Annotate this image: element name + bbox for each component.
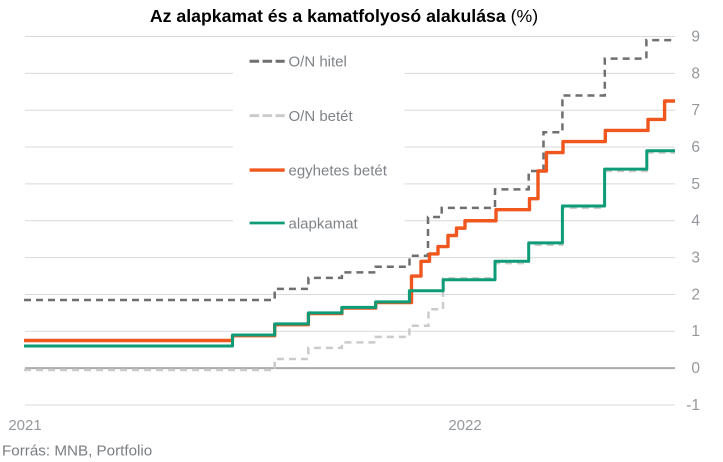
svg-text:8: 8	[691, 65, 700, 82]
svg-text:egyhetes betét: egyhetes betét	[289, 163, 388, 180]
svg-text:2021: 2021	[8, 417, 41, 434]
svg-text:9: 9	[691, 28, 700, 45]
svg-text:Forrás: MNB, Portfolio: Forrás: MNB, Portfolio	[2, 443, 152, 460]
svg-text:1: 1	[691, 323, 700, 340]
svg-text:alapkamat: alapkamat	[289, 215, 359, 232]
svg-text:4: 4	[691, 213, 700, 230]
svg-text:O/N hitel: O/N hitel	[289, 54, 347, 71]
svg-text:5: 5	[691, 176, 700, 193]
svg-text:0: 0	[691, 360, 700, 377]
svg-text:2: 2	[691, 286, 700, 303]
svg-text:2022: 2022	[448, 417, 481, 434]
svg-text:-1: -1	[686, 397, 700, 414]
svg-text:O/N betét: O/N betét	[289, 108, 354, 125]
svg-text:6: 6	[691, 139, 700, 156]
svg-text:7: 7	[691, 102, 700, 119]
svg-text:3: 3	[691, 250, 700, 267]
svg-text:Az alapkamat és a kamatfolyosó: Az alapkamat és a kamatfolyosó alakulása…	[150, 6, 538, 26]
